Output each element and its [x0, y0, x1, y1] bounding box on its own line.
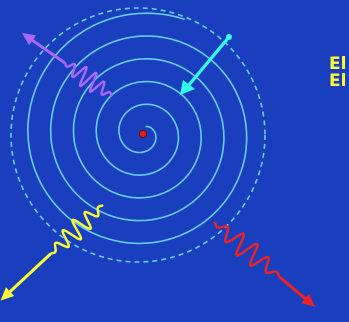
inspiral-path — [27, 12, 248, 245]
infall-arrow — [180, 35, 231, 95]
side-label-2: El — [329, 71, 347, 91]
central-mass-dot — [138, 129, 148, 139]
side-label-1: El — [329, 54, 347, 74]
wave-packet-purple — [21, 32, 113, 97]
orbit-start-dot — [226, 34, 232, 40]
dashed-orbit-circle — [10, 7, 266, 263]
wave-packet-yellow — [0, 204, 104, 301]
wave-packet-red — [213, 221, 316, 307]
